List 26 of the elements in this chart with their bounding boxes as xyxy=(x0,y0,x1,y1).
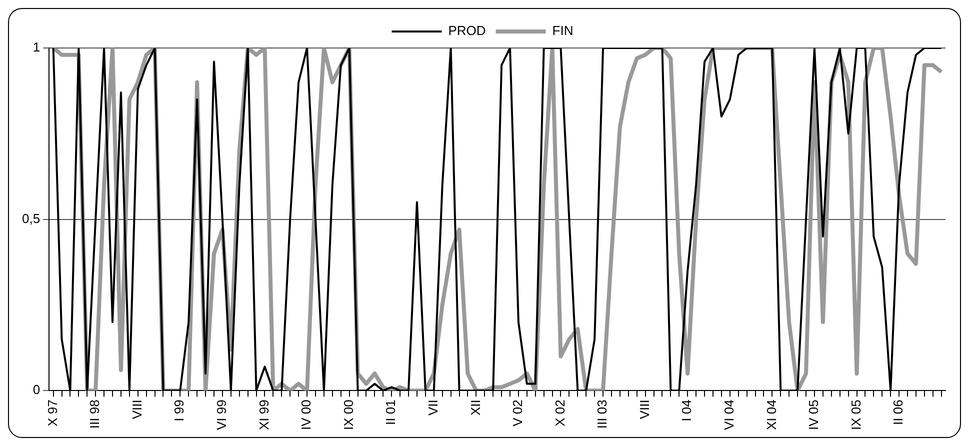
legend-label: FIN xyxy=(552,23,574,38)
x-tick-label: IX 05 xyxy=(848,400,864,430)
y-tick-label: 1 xyxy=(32,40,40,55)
legend-label: PROD xyxy=(448,23,486,38)
y-tick-label: 0,5 xyxy=(22,210,40,226)
x-tick-label: XI 04 xyxy=(764,400,779,430)
x-tick-label: II 01 xyxy=(383,400,398,425)
x-tick-label: I 99 xyxy=(172,400,187,422)
x-tick-label: II 06 xyxy=(890,400,906,425)
x-tick-label: VIII xyxy=(129,400,144,420)
x-tick-label: X 02 xyxy=(552,400,568,426)
x-tick-label: IX 00 xyxy=(340,400,356,430)
x-tick-label: IV 00 xyxy=(298,400,314,430)
x-tick-label: III 03 xyxy=(594,400,610,429)
y-tick-label: 0 xyxy=(32,382,40,398)
x-tick-label: X 97 xyxy=(44,400,60,426)
x-tick-label: I 04 xyxy=(679,400,694,422)
x-tick-label: VIII xyxy=(636,400,652,420)
x-tick-label: V 02 xyxy=(510,400,526,426)
x-tick-label: VI 04 xyxy=(721,400,736,430)
x-tick-label: XI 99 xyxy=(256,400,272,430)
x-tick-label: III 98 xyxy=(87,400,102,429)
x-tick-label: VII xyxy=(425,400,440,416)
x-tick-label: IV 05 xyxy=(806,400,822,430)
x-tick-label: VI 99 xyxy=(214,400,230,430)
x-tick-label: XII xyxy=(468,400,483,416)
